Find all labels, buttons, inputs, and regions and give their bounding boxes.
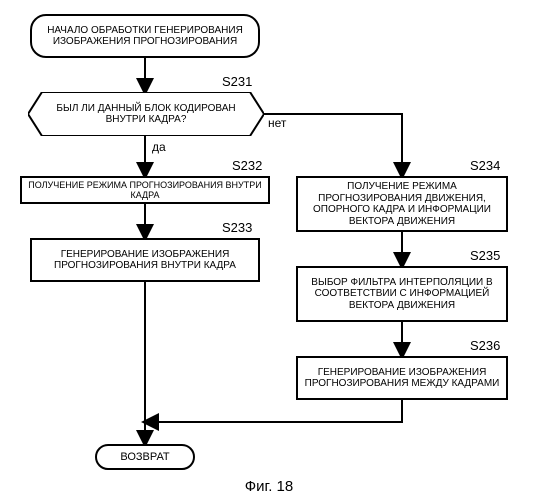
node-return-text: ВОЗВРАТ: [120, 451, 169, 464]
step-label-s231: S231: [222, 74, 252, 89]
edge-label-yes: да: [152, 140, 166, 154]
node-s236-text: ГЕНЕРИРОВАНИЕ ИЗОБРАЖЕНИЯ ПРОГНОЗИРОВАНИ…: [303, 367, 501, 390]
step-label-s232: S232: [232, 158, 262, 173]
node-decision: БЫЛ ЛИ ДАННЫЙ БЛОК КОДИРОВАН ВНУТРИ КАДР…: [28, 92, 264, 136]
step-label-s234: S234: [470, 158, 500, 173]
node-s235: ВЫБОР ФИЛЬТРА ИНТЕРПОЛЯЦИИ В СООТВЕТСТВИ…: [296, 266, 508, 322]
node-decision-text: БЫЛ ЛИ ДАННЫЙ БЛОК КОДИРОВАН ВНУТРИ КАДР…: [46, 103, 246, 126]
step-label-s236: S236: [470, 338, 500, 353]
node-s233-text: ГЕНЕРИРОВАНИЕ ИЗОБРАЖЕНИЯ ПРОГНОЗИРОВАНИ…: [37, 249, 253, 272]
step-label-s235: S235: [470, 248, 500, 263]
node-return: ВОЗВРАТ: [95, 444, 195, 470]
node-s233: ГЕНЕРИРОВАНИЕ ИЗОБРАЖЕНИЯ ПРОГНОЗИРОВАНИ…: [30, 238, 260, 282]
figure-caption: Фиг. 18: [0, 478, 538, 495]
step-label-s233: S233: [222, 220, 252, 235]
flowchart-canvas: НАЧАЛО ОБРАБОТКИ ГЕНЕРИРОВАНИЯ ИЗОБРАЖЕН…: [0, 0, 538, 500]
node-s234: ПОЛУЧЕНИЕ РЕЖИМА ПРОГНОЗИРОВАНИЯ ДВИЖЕНИ…: [296, 176, 508, 232]
node-s232: ПОЛУЧЕНИЕ РЕЖИМА ПРОГНОЗИРОВАНИЯ ВНУТРИ …: [20, 176, 270, 204]
node-start: НАЧАЛО ОБРАБОТКИ ГЕНЕРИРОВАНИЯ ИЗОБРАЖЕН…: [30, 14, 260, 58]
node-s234-text: ПОЛУЧЕНИЕ РЕЖИМА ПРОГНОЗИРОВАНИЯ ДВИЖЕНИ…: [303, 181, 501, 227]
node-s232-text: ПОЛУЧЕНИЕ РЕЖИМА ПРОГНОЗИРОВАНИЯ ВНУТРИ …: [27, 180, 263, 201]
node-start-text: НАЧАЛО ОБРАБОТКИ ГЕНЕРИРОВАНИЯ ИЗОБРАЖЕН…: [37, 25, 253, 48]
node-s236: ГЕНЕРИРОВАНИЕ ИЗОБРАЖЕНИЯ ПРОГНОЗИРОВАНИ…: [296, 356, 508, 400]
node-s235-text: ВЫБОР ФИЛЬТРА ИНТЕРПОЛЯЦИИ В СООТВЕТСТВИ…: [303, 277, 501, 312]
edge-label-no: нет: [268, 116, 286, 130]
